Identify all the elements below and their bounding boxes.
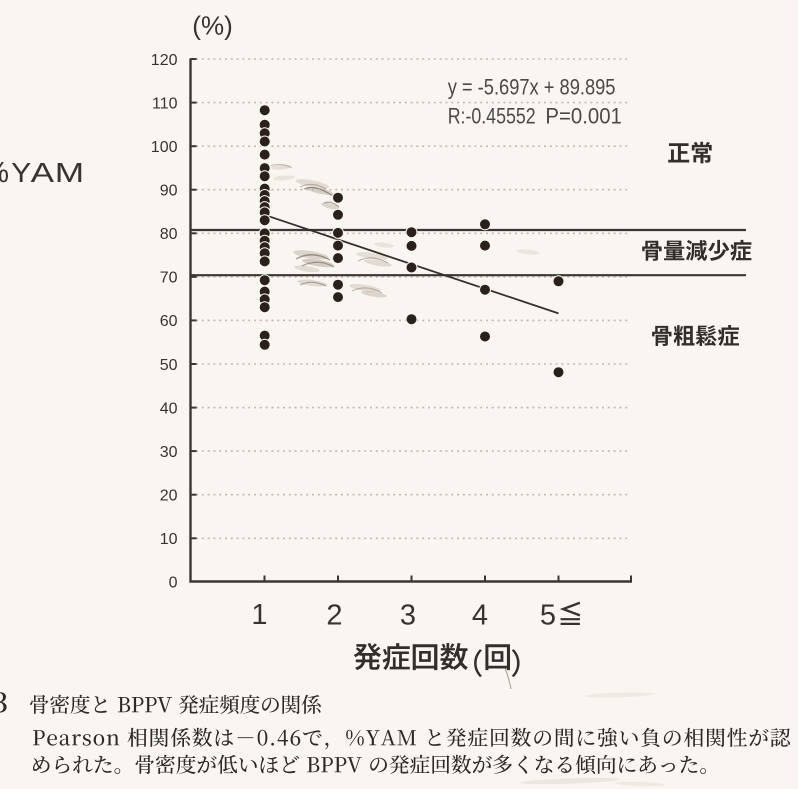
svg-text:%: % bbox=[0, 157, 9, 189]
svg-text:70: 70 bbox=[160, 270, 178, 287]
svg-text:110: 110 bbox=[152, 95, 178, 112]
svg-text:80: 80 bbox=[160, 226, 178, 243]
svg-text:5: 5 bbox=[540, 600, 556, 632]
svg-text:120: 120 bbox=[151, 52, 178, 69]
svg-text:y = -5.697x + 89.895: y = -5.697x + 89.895 bbox=[448, 74, 616, 99]
svg-text:10: 10 bbox=[160, 531, 178, 548]
svg-text:40: 40 bbox=[160, 400, 178, 417]
svg-text:A: A bbox=[31, 157, 55, 188]
svg-text:4: 4 bbox=[472, 600, 488, 632]
svg-text:90: 90 bbox=[160, 183, 178, 200]
svg-text:3: 3 bbox=[400, 600, 416, 632]
svg-text:M: M bbox=[55, 157, 84, 188]
svg-text:R:-0.45552: R:-0.45552 bbox=[448, 104, 536, 129]
svg-text:100: 100 bbox=[151, 139, 178, 156]
svg-text:Y: Y bbox=[11, 157, 31, 188]
svg-text:20: 20 bbox=[160, 488, 178, 505]
svg-text:(%): (%) bbox=[192, 10, 232, 40]
svg-text:50: 50 bbox=[160, 357, 178, 374]
svg-text:0: 0 bbox=[169, 575, 178, 592]
svg-text:P=0.001: P=0.001 bbox=[545, 104, 622, 129]
svg-text:30: 30 bbox=[160, 444, 178, 461]
svg-text:1: 1 bbox=[251, 599, 267, 631]
svg-text:2: 2 bbox=[326, 600, 342, 632]
svg-text:60: 60 bbox=[160, 313, 178, 330]
